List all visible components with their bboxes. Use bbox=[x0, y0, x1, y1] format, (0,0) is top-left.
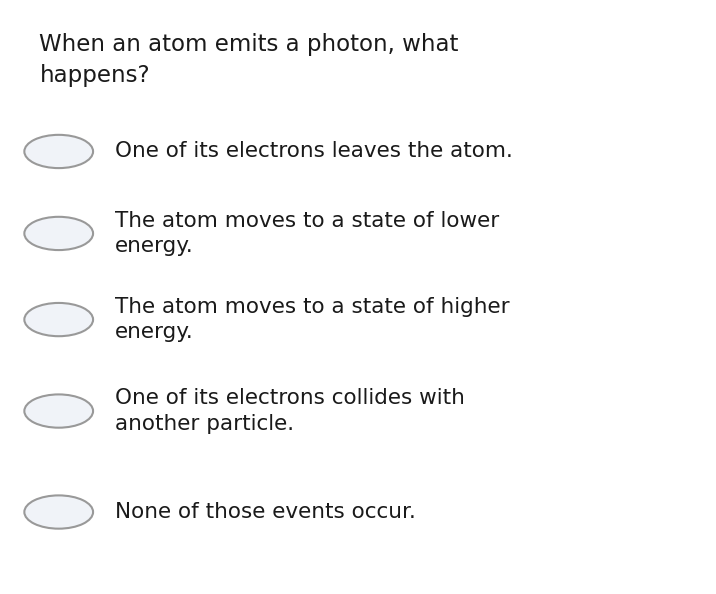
Ellipse shape bbox=[24, 394, 93, 428]
Text: When an atom emits a photon, what
happens?: When an atom emits a photon, what happen… bbox=[39, 33, 459, 87]
Ellipse shape bbox=[24, 495, 93, 529]
Ellipse shape bbox=[24, 135, 93, 168]
Text: The atom moves to a state of lower
energy.: The atom moves to a state of lower energ… bbox=[115, 211, 499, 256]
Ellipse shape bbox=[24, 217, 93, 250]
Text: None of those events occur.: None of those events occur. bbox=[115, 502, 415, 522]
Text: One of its electrons leaves the atom.: One of its electrons leaves the atom. bbox=[115, 141, 513, 162]
Text: One of its electrons collides with
another particle.: One of its electrons collides with anoth… bbox=[115, 388, 465, 434]
Ellipse shape bbox=[24, 303, 93, 336]
Text: The atom moves to a state of higher
energy.: The atom moves to a state of higher ener… bbox=[115, 297, 509, 342]
